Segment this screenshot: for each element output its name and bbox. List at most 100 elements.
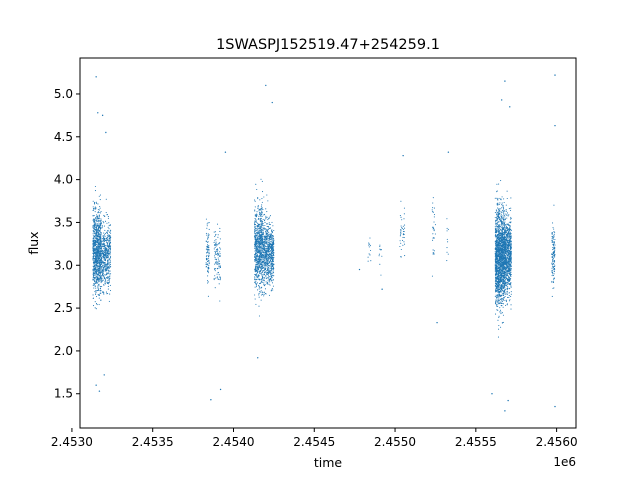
data-point bbox=[94, 283, 96, 285]
data-point bbox=[94, 251, 96, 253]
data-point bbox=[501, 266, 503, 268]
data-point bbox=[508, 296, 510, 298]
data-point bbox=[208, 267, 210, 270]
data-point bbox=[215, 250, 217, 252]
data-point bbox=[271, 275, 273, 277]
data-point bbox=[265, 238, 267, 240]
data-point bbox=[92, 265, 94, 267]
data-point bbox=[264, 237, 266, 239]
data-point bbox=[92, 276, 94, 278]
data-point bbox=[96, 249, 98, 251]
data-point bbox=[272, 236, 274, 238]
data-point bbox=[497, 309, 499, 311]
data-point bbox=[267, 200, 269, 202]
data-point bbox=[497, 287, 499, 289]
data-point bbox=[94, 231, 96, 233]
data-point bbox=[109, 251, 111, 253]
data-point bbox=[258, 266, 260, 268]
data-point bbox=[255, 283, 258, 285]
data-point bbox=[368, 246, 370, 248]
data-point bbox=[503, 246, 505, 248]
data-point bbox=[207, 236, 209, 238]
data-point bbox=[255, 257, 257, 259]
data-point bbox=[206, 254, 208, 257]
data-point bbox=[108, 276, 110, 278]
data-point bbox=[94, 241, 96, 243]
data-point bbox=[268, 262, 271, 264]
data-point bbox=[214, 263, 216, 265]
data-point bbox=[106, 265, 108, 267]
data-point bbox=[262, 248, 264, 250]
data-point bbox=[258, 279, 261, 281]
data-point bbox=[403, 233, 405, 235]
data-point bbox=[367, 260, 369, 262]
data-point bbox=[93, 263, 95, 265]
data-point bbox=[255, 274, 257, 276]
data-point bbox=[93, 287, 95, 289]
data-point bbox=[258, 264, 260, 266]
data-point bbox=[501, 302, 503, 305]
data-point bbox=[268, 267, 270, 269]
data-point bbox=[495, 219, 497, 221]
data-point bbox=[96, 256, 98, 259]
data-point bbox=[262, 252, 264, 254]
data-point bbox=[258, 232, 260, 234]
data-point bbox=[214, 255, 216, 257]
data-point bbox=[93, 267, 95, 269]
data-point bbox=[219, 279, 221, 281]
data-point bbox=[96, 239, 98, 241]
data-point bbox=[504, 216, 506, 218]
data-point bbox=[108, 222, 110, 224]
data-point bbox=[259, 234, 261, 236]
data-point bbox=[219, 251, 221, 253]
data-point bbox=[253, 236, 256, 238]
data-point bbox=[508, 300, 510, 302]
data-point bbox=[505, 210, 507, 212]
data-point bbox=[102, 264, 104, 266]
data-point bbox=[504, 273, 506, 275]
data-point bbox=[109, 259, 111, 261]
data-point bbox=[433, 227, 435, 229]
data-point bbox=[399, 245, 401, 248]
data-point bbox=[381, 255, 383, 257]
data-point bbox=[107, 252, 110, 255]
data-point bbox=[268, 250, 270, 252]
data-point bbox=[106, 273, 108, 275]
data-point bbox=[495, 265, 497, 267]
data-point bbox=[268, 244, 270, 246]
data-point bbox=[105, 266, 107, 268]
data-point bbox=[255, 232, 257, 234]
data-point bbox=[273, 255, 275, 257]
data-point bbox=[400, 227, 403, 229]
data-point bbox=[213, 248, 215, 250]
data-point bbox=[271, 282, 274, 284]
data-point bbox=[258, 213, 260, 215]
data-point bbox=[101, 269, 103, 271]
data-point bbox=[98, 212, 100, 214]
data-point bbox=[502, 207, 505, 209]
plot-area bbox=[80, 58, 576, 428]
data-point bbox=[106, 266, 108, 269]
data-point bbox=[264, 251, 267, 253]
data-point bbox=[259, 248, 261, 250]
data-point bbox=[259, 223, 261, 226]
data-point bbox=[499, 239, 501, 241]
data-point bbox=[265, 254, 267, 256]
data-point bbox=[101, 267, 103, 269]
data-point bbox=[254, 276, 256, 278]
data-point bbox=[496, 211, 498, 213]
data-point bbox=[263, 273, 265, 275]
data-point bbox=[99, 242, 101, 244]
data-point bbox=[215, 277, 217, 279]
data-point bbox=[494, 240, 496, 242]
data-point bbox=[96, 265, 98, 267]
data-point bbox=[262, 234, 264, 236]
data-point bbox=[272, 266, 274, 268]
data-point bbox=[97, 203, 99, 205]
data-point bbox=[105, 263, 107, 265]
data-point bbox=[255, 284, 257, 286]
data-point bbox=[106, 267, 108, 269]
data-point bbox=[402, 225, 404, 227]
data-point bbox=[268, 241, 270, 243]
data-point bbox=[268, 238, 270, 240]
